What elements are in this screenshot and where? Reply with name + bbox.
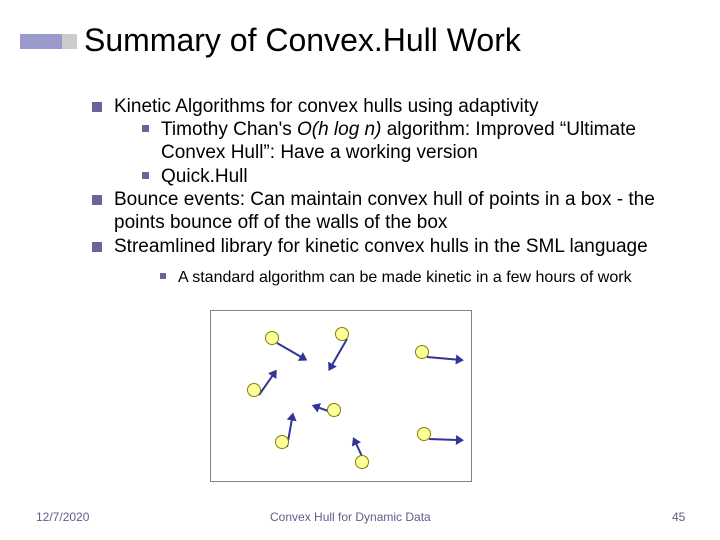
motion-arrow [427, 357, 463, 360]
title-accent [62, 34, 77, 49]
data-point [415, 345, 429, 359]
bullet-item: Quick.Hull [142, 166, 690, 189]
data-point [355, 455, 369, 469]
bullet-item: A standard algorithm can be made kinetic… [160, 268, 690, 287]
bullet-item: Streamlined library for kinetic convex h… [92, 236, 690, 259]
bullet-text: Streamlined library for kinetic convex h… [114, 236, 648, 259]
bullet-marker [160, 273, 166, 279]
bullet-text: Quick.Hull [161, 166, 248, 189]
data-point [275, 435, 289, 449]
motion-arrow [429, 439, 463, 440]
title-accent [20, 34, 62, 49]
bullet-item: Timothy Chan's O(h log n) algorithm: Imp… [142, 119, 690, 165]
slide-number: 45 [672, 510, 685, 524]
bullet-text: Timothy Chan's O(h log n) algorithm: Imp… [161, 119, 689, 165]
bullet-marker [142, 125, 149, 132]
data-point [327, 403, 341, 417]
bullet-marker [142, 172, 149, 179]
data-point [265, 331, 279, 345]
bullet-text: Bounce events: Can maintain convex hull … [114, 189, 690, 235]
data-point [335, 327, 349, 341]
motion-arrow [277, 343, 306, 360]
bounce-figure [210, 310, 472, 482]
bullet-text: Kinetic Algorithms for convex hulls usin… [114, 96, 539, 119]
data-point [417, 427, 431, 441]
bullet-item: Kinetic Algorithms for convex hulls usin… [92, 96, 690, 119]
bullet-item: Bounce events: Can maintain convex hull … [92, 189, 690, 235]
data-point [247, 383, 261, 397]
bullet-marker [92, 195, 102, 205]
footer-date: 12/7/2020 [36, 510, 89, 524]
motion-arrow [329, 339, 347, 370]
motion-arrow [259, 370, 276, 395]
footer-title: Convex Hull for Dynamic Data [270, 510, 431, 524]
slide-title: Summary of Convex.Hull Work [84, 22, 521, 59]
bullet-text: A standard algorithm can be made kinetic… [178, 268, 632, 287]
bullet-marker [92, 242, 102, 252]
bullet-marker [92, 102, 102, 112]
